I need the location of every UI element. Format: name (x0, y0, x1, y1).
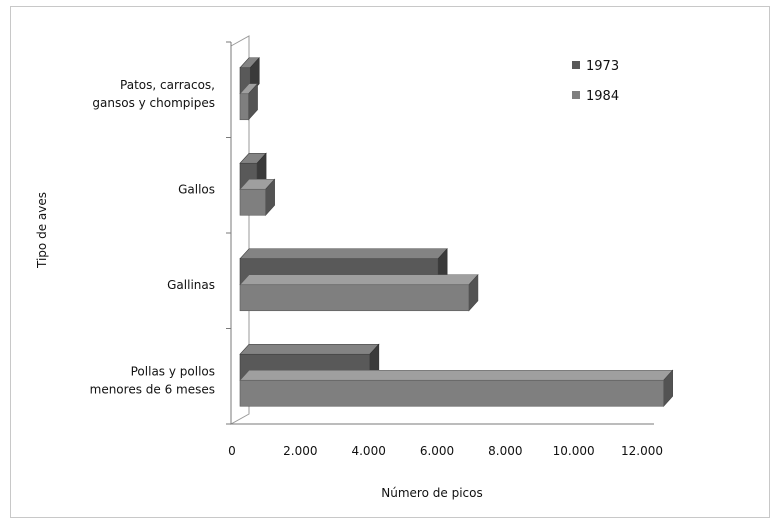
bar-1984-3 (239, 369, 674, 408)
y-axis-title: Tipo de aves (35, 192, 49, 269)
bar-front-face (239, 188, 266, 216)
x-tick-labels: 0 2.000 4.000 6.000 8.000 10.000 12.000 (228, 444, 663, 458)
category-label: Gallinas (167, 278, 215, 292)
bar-1984-1 (239, 178, 276, 217)
bar-top-face (239, 274, 479, 286)
legend-swatch-1984 (572, 91, 580, 99)
category-labels: Patos, carracos, gansos y chompipes Gallos… (90, 78, 215, 397)
legend-label-1973: 1973 (586, 59, 619, 74)
legend-swatch-1973 (572, 61, 580, 69)
category-label: Gallos (178, 182, 215, 196)
x-tick-label: 12.000 (621, 444, 663, 458)
legend-label-1984: 1984 (586, 89, 619, 104)
chart-bars (239, 56, 674, 408)
bar-top-face (239, 248, 448, 260)
x-axis-title: Número de picos (381, 486, 482, 500)
legend: 1973 1984 (572, 59, 619, 104)
chart-axes (226, 41, 654, 425)
bar-front-face (239, 93, 249, 121)
x-tick-label: 2.000 (283, 444, 317, 458)
x-tick-label: 6.000 (420, 444, 454, 458)
x-tick-label: 0 (228, 444, 236, 458)
bar-front-face (239, 379, 664, 407)
x-tick-label: 10.000 (553, 444, 595, 458)
x-tick-label: 8.000 (488, 444, 522, 458)
bar-top-face (239, 369, 674, 381)
bar-1984-0 (239, 82, 259, 121)
category-label: Pollas y pollos menores de 6 meses (90, 364, 215, 396)
bar-1984-2 (239, 273, 479, 312)
category-label: Patos, carracos, gansos y chompipes (92, 78, 215, 110)
bar-top-face (239, 343, 380, 355)
bar-front-face (239, 284, 470, 312)
x-tick-label: 4.000 (351, 444, 385, 458)
